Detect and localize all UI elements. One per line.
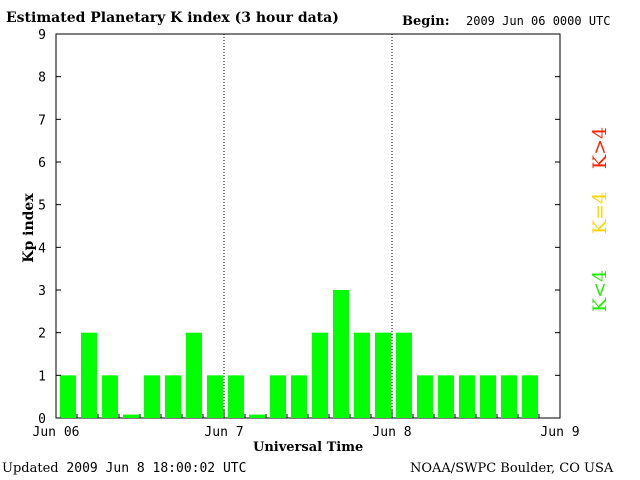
updated-timestamp: Updated 2009 Jun 8 18:00:02 UTC <box>2 461 246 476</box>
kp-bar <box>270 375 286 418</box>
kp-bar <box>354 332 370 418</box>
y-tick-label: 4 <box>38 241 46 256</box>
y-tick-label: 0 <box>38 412 46 427</box>
x-axis-label: Universal Time <box>253 440 364 455</box>
kp-bar <box>228 375 244 418</box>
chart-title: Estimated Planetary K index (3 hour data… <box>6 10 339 26</box>
source-credit: NOAA/SWPC Boulder, CO USA <box>410 461 614 476</box>
y-tick-label: 5 <box>38 199 46 214</box>
kp-bar <box>207 375 223 418</box>
kp-bar <box>438 375 454 418</box>
y-tick-label: 9 <box>38 28 46 43</box>
kp-bar <box>102 375 118 418</box>
kp-bar <box>333 290 349 418</box>
kp-bar <box>60 375 76 418</box>
y-tick-label: 8 <box>38 71 46 86</box>
legend-k-less-4: K<4 <box>589 269 611 313</box>
updated-value: 2009 Jun 8 18:00:02 UTC <box>66 461 247 476</box>
x-tick-label: Jun 9 <box>540 425 579 440</box>
kp-bar <box>396 332 412 418</box>
kp-bar <box>480 375 496 418</box>
legend-k-greater-4: K>4 <box>589 126 611 170</box>
updated-label: Updated <box>2 461 59 476</box>
begin-label: Begin: <box>402 14 450 29</box>
kp-bar <box>81 332 97 418</box>
y-axis-label: Kp index <box>21 193 37 263</box>
kp-bar <box>501 375 517 418</box>
y-tick-label: 3 <box>38 284 46 299</box>
y-tick-label: 6 <box>38 156 46 171</box>
x-tick-label: Jun 8 <box>372 425 411 440</box>
kp-bar <box>144 375 160 418</box>
kp-bar <box>291 375 307 418</box>
x-tick-label: Jun 7 <box>204 425 243 440</box>
y-tick-label: 7 <box>38 113 46 128</box>
kp-bar <box>459 375 475 418</box>
x-tick-label: Jun 06 <box>33 425 80 440</box>
kp-bar <box>123 414 139 418</box>
kp-bar <box>312 332 328 418</box>
kp-bar <box>417 375 433 418</box>
kp-bar <box>249 414 265 418</box>
y-tick-label: 1 <box>38 369 46 384</box>
plot-frame <box>55 33 561 419</box>
legend-k-equal-4: K=4 <box>589 191 611 235</box>
y-tick-label: 2 <box>38 327 46 342</box>
kp-bar <box>375 332 391 418</box>
begin-value: 2009 Jun 06 0000 UTC <box>466 14 611 28</box>
kp-bar <box>165 375 181 418</box>
kp-bar <box>522 375 538 418</box>
kp-bar <box>186 332 202 418</box>
